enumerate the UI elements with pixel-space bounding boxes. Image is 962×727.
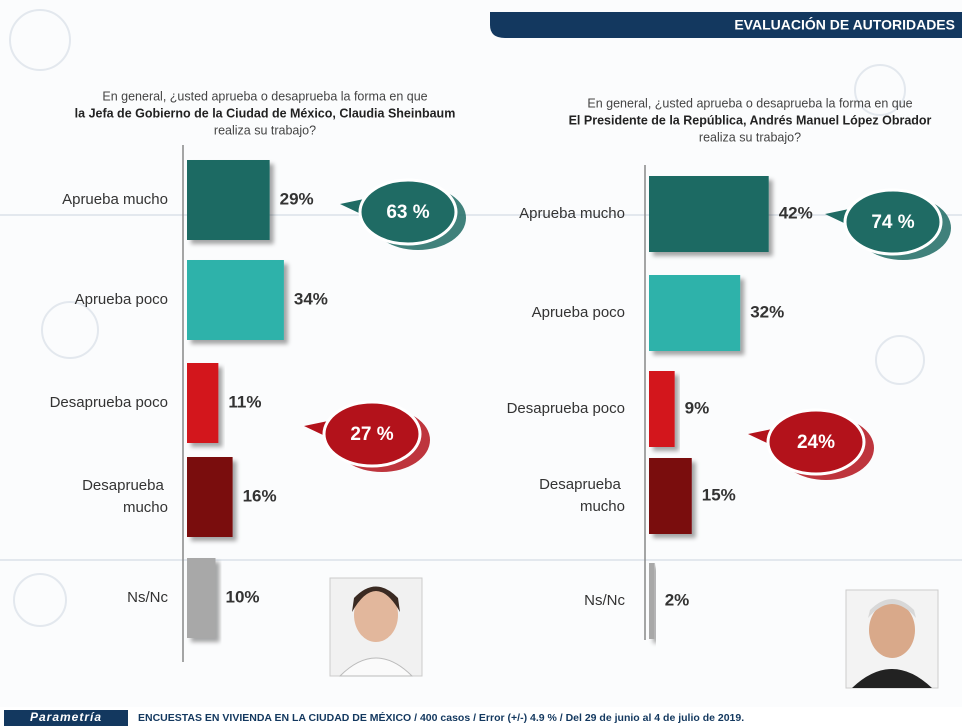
value-label: 42% — [779, 203, 813, 222]
category-label: Aprueba mucho — [62, 191, 168, 208]
category-label: Aprueba poco — [75, 291, 168, 308]
category-label: Ns/Nc — [127, 589, 168, 606]
question-line: la Jefa de Gobierno de la Ciudad de Méxi… — [75, 106, 456, 120]
bubble: 24% — [748, 408, 874, 480]
bubble-label: 63 % — [386, 202, 429, 223]
value-label: 10% — [226, 587, 260, 606]
question-line: realiza su trabajo? — [214, 123, 316, 137]
category-label: Ns/Nc — [584, 592, 625, 609]
category-label: Desaprueba mucho — [539, 476, 625, 515]
value-label: 11% — [228, 392, 261, 411]
bubble-label: 24% — [797, 432, 835, 453]
value-label: 16% — [243, 486, 277, 505]
bubble: 74 % — [825, 188, 951, 260]
bar — [649, 458, 692, 534]
question-line: El Presidente de la República, Andrés Ma… — [569, 113, 932, 127]
bubble-body — [843, 188, 943, 256]
bar — [187, 160, 270, 240]
bubble-label: 74 % — [871, 212, 914, 233]
question-line: realiza su trabajo? — [699, 130, 801, 144]
question-line: En general, ¿usted aprueba o desaprueba … — [102, 89, 427, 103]
background-doodles — [0, 9, 962, 627]
bar — [187, 363, 219, 443]
photo-sheinbaum — [329, 577, 423, 677]
question-line: En general, ¿usted aprueba o desaprueba … — [587, 96, 912, 110]
bar — [649, 275, 741, 351]
value-label: 9% — [685, 398, 710, 417]
category-label: Desaprueba poco — [50, 394, 168, 411]
header-band — [490, 12, 962, 38]
bubble: 63 % — [340, 178, 466, 250]
category-label-line: mucho — [123, 499, 168, 516]
bar — [649, 371, 675, 447]
bar — [649, 563, 655, 639]
bubble-body — [322, 400, 422, 468]
value-label: 2% — [665, 590, 690, 609]
bar — [187, 260, 284, 340]
category-label-line: Desaprueba — [539, 476, 625, 493]
footer-band — [0, 707, 962, 727]
bubble: 27 % — [304, 400, 430, 472]
bar — [649, 176, 769, 252]
footer-logo: Parametría — [30, 710, 102, 724]
photo-amlo — [845, 589, 939, 689]
bubble-body — [358, 178, 458, 246]
category-label-line: Desaprueba — [82, 477, 168, 494]
bubble-body — [766, 408, 866, 476]
value-label: 15% — [702, 485, 736, 504]
value-label: 32% — [750, 302, 784, 321]
value-label: 34% — [294, 289, 328, 308]
footer-note: ENCUESTAS EN VIVIENDA EN LA CIUDAD DE MÉ… — [138, 711, 744, 724]
category-label: Aprueba poco — [532, 304, 625, 321]
bar — [187, 558, 216, 638]
bubble-label: 27 % — [350, 424, 393, 445]
bar — [187, 457, 233, 537]
value-label: 29% — [280, 189, 314, 208]
footer-logo-box — [4, 710, 128, 726]
category-label-line: mucho — [580, 498, 625, 515]
header-title: EVALUACIÓN DE AUTORIDADES — [734, 16, 955, 33]
category-label: Desaprueba poco — [507, 400, 625, 417]
category-label: Aprueba mucho — [519, 205, 625, 222]
category-label: Desaprueba mucho — [82, 477, 168, 516]
